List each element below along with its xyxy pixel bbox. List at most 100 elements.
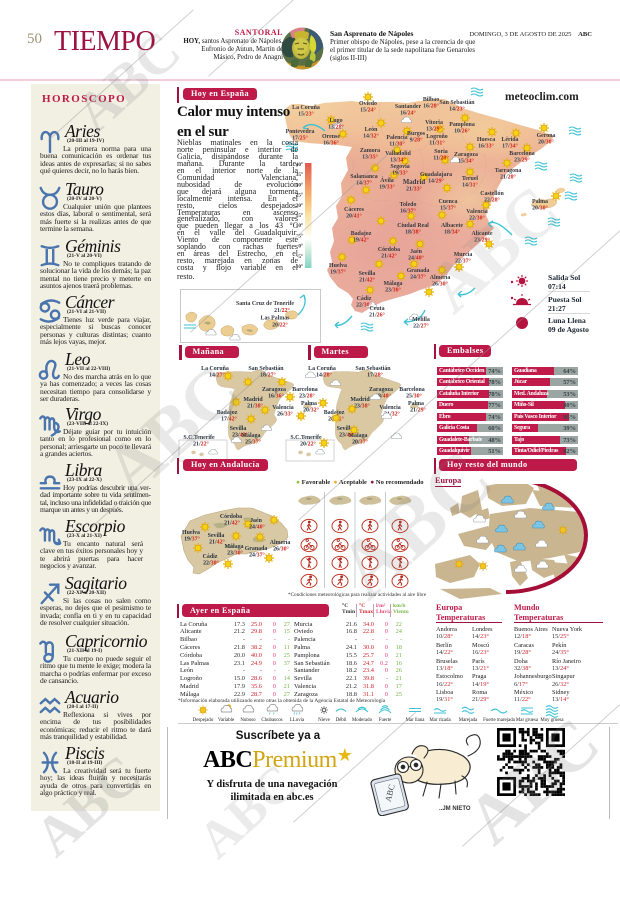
svg-text:Gerona: Gerona bbox=[537, 133, 556, 139]
svg-text:Granada: Granada bbox=[407, 268, 430, 274]
svg-text:Teruel: Teruel bbox=[462, 176, 479, 182]
svg-text:Fuerte: Fuerte bbox=[379, 718, 392, 723]
svg-text:Sevilla: Sevilla bbox=[229, 426, 246, 432]
svg-text:Zaragoza: Zaragoza bbox=[369, 387, 393, 393]
svg-text:Jaén: Jaén bbox=[250, 518, 263, 524]
svg-text:17/34°: 17/34° bbox=[502, 142, 518, 149]
svg-text:Almería: Almería bbox=[270, 540, 291, 546]
svg-text:11/30°: 11/30° bbox=[389, 140, 405, 147]
svg-text:Murcia: Murcia bbox=[454, 252, 473, 258]
svg-text:Bilbao: Bilbao bbox=[423, 97, 439, 103]
svg-text:0°: 0° bbox=[298, 243, 303, 250]
svg-text:Puesta Sol: Puesta Sol bbox=[548, 295, 582, 304]
svg-text:22/37°: 22/37° bbox=[455, 257, 471, 264]
svg-text:14/29°: 14/29° bbox=[428, 177, 444, 184]
svg-text:Mar gruesa: Mar gruesa bbox=[516, 718, 539, 723]
svg-text:Barcelona: Barcelona bbox=[292, 387, 317, 393]
svg-text:Segovia: Segovia bbox=[390, 164, 409, 170]
svg-text:Madrid: Madrid bbox=[403, 179, 425, 186]
svg-text:15/37°: 15/37° bbox=[440, 204, 456, 211]
svg-text:17/42°: 17/42° bbox=[221, 416, 237, 423]
svg-text:17/25°: 17/25° bbox=[292, 134, 308, 141]
svg-text:Melilla: Melilla bbox=[412, 317, 430, 323]
svg-text:21/42°: 21/42° bbox=[359, 276, 375, 283]
svg-text:20/22°: 20/22° bbox=[272, 322, 288, 329]
svg-text:21/42°: 21/42° bbox=[224, 520, 240, 527]
svg-text:20°: 20° bbox=[296, 202, 303, 209]
svg-text:22/28°: 22/28° bbox=[484, 196, 500, 203]
svg-text:Alicante: Alicante bbox=[472, 231, 493, 237]
svg-text:10/26°: 10/26° bbox=[454, 127, 470, 134]
svg-text:Cádiz: Cádiz bbox=[357, 296, 372, 302]
svg-text:20/41°: 20/41° bbox=[346, 212, 362, 219]
svg-text:Santander: Santander bbox=[395, 104, 422, 110]
svg-text:Huelva: Huelva bbox=[182, 530, 200, 536]
svg-text:15/24°: 15/24° bbox=[360, 106, 376, 113]
svg-text:22/30°: 22/30° bbox=[356, 301, 372, 308]
svg-text:Ávila: Ávila bbox=[380, 176, 393, 184]
svg-text:10°: 10° bbox=[296, 222, 303, 229]
svg-text:16/28°: 16/28° bbox=[423, 102, 439, 109]
svg-text:19/42°: 19/42° bbox=[353, 236, 369, 243]
svg-text:5°: 5° bbox=[298, 232, 303, 239]
svg-text:La Coruña: La Coruña bbox=[201, 366, 229, 372]
svg-text:25°: 25° bbox=[296, 192, 303, 199]
svg-text:15°: 15° bbox=[296, 212, 303, 219]
svg-text:21/26°: 21/26° bbox=[369, 311, 385, 318]
svg-text:Valladolid: Valladolid bbox=[385, 151, 411, 157]
svg-text:Palma: Palma bbox=[532, 199, 548, 205]
svg-text:20/32°: 20/32° bbox=[303, 407, 319, 414]
svg-text:19/37°: 19/37° bbox=[330, 268, 346, 275]
svg-text:Santa Cruz de Tenerife: Santa Cruz de Tenerife bbox=[236, 301, 294, 307]
svg-text:Sevilla: Sevilla bbox=[359, 271, 376, 277]
svg-text:16/36°: 16/36° bbox=[268, 393, 284, 400]
svg-text:Huelva: Huelva bbox=[329, 263, 347, 269]
svg-text:Madrid: Madrid bbox=[350, 397, 370, 403]
svg-text:23/43°: 23/43° bbox=[339, 432, 355, 439]
svg-text:21/22°: 21/22° bbox=[193, 441, 209, 448]
svg-text:Córdoba: Córdoba bbox=[220, 514, 242, 520]
svg-text:09 de Agosto: 09 de Agosto bbox=[548, 325, 589, 334]
svg-text:Castellón: Castellón bbox=[480, 191, 504, 197]
svg-text:11/31°: 11/31° bbox=[429, 139, 445, 146]
svg-text:Lérida: Lérida bbox=[501, 137, 518, 143]
svg-text:21/29°: 21/29° bbox=[410, 407, 426, 414]
svg-text:14/28°: 14/28° bbox=[316, 372, 332, 379]
svg-text:Sevilla: Sevilla bbox=[208, 533, 225, 539]
svg-text:Luna Llena: Luna Llena bbox=[548, 316, 586, 325]
svg-text:Badajoz: Badajoz bbox=[351, 231, 372, 237]
svg-text:13/35°: 13/35° bbox=[362, 153, 378, 160]
svg-text:Burgos: Burgos bbox=[407, 131, 426, 137]
svg-text:Zaragoza: Zaragoza bbox=[454, 152, 478, 158]
svg-text:Chubascos: Chubascos bbox=[261, 718, 282, 723]
svg-text:23/38°: 23/38° bbox=[354, 403, 370, 410]
svg-text:14/32°: 14/32° bbox=[363, 132, 379, 139]
svg-text:11/28°: 11/28° bbox=[433, 154, 449, 161]
svg-text:15/34°: 15/34° bbox=[458, 157, 474, 164]
svg-text:San Sebastián: San Sebastián bbox=[355, 366, 391, 372]
svg-text:Ciudad Real: Ciudad Real bbox=[397, 223, 429, 229]
svg-text:21/42°: 21/42° bbox=[209, 539, 225, 546]
svg-text:Salamanca: Salamanca bbox=[350, 174, 378, 180]
svg-text:16/24°: 16/24° bbox=[400, 109, 416, 116]
svg-text:Málaga: Málaga bbox=[384, 281, 403, 287]
svg-text:S.C.Tenerife: S.C.Tenerife bbox=[290, 435, 322, 441]
svg-text:18/34°: 18/34° bbox=[444, 228, 460, 235]
svg-text:18/38°: 18/38° bbox=[405, 228, 421, 235]
svg-text:Marejada: Marejada bbox=[459, 718, 478, 723]
svg-text:Málaga: Málaga bbox=[241, 433, 260, 439]
svg-text:Zamora: Zamora bbox=[360, 148, 380, 154]
svg-text:24/40°: 24/40° bbox=[249, 524, 265, 531]
svg-text:25/37°: 25/37° bbox=[245, 439, 261, 446]
svg-text:22/30°: 22/30° bbox=[469, 214, 485, 221]
svg-text:14/27°: 14/27° bbox=[209, 372, 225, 379]
svg-text:19/33°: 19/33° bbox=[392, 169, 408, 176]
svg-text:León: León bbox=[365, 127, 378, 133]
svg-text:Málaga: Málaga bbox=[348, 433, 367, 439]
svg-text:24/37°: 24/37° bbox=[410, 273, 426, 280]
svg-text:9/28°: 9/28° bbox=[410, 136, 423, 143]
svg-text:21/33°: 21/33° bbox=[406, 185, 422, 192]
svg-text:Almería: Almería bbox=[430, 275, 451, 281]
svg-text:Tarragona: Tarragona bbox=[495, 168, 522, 174]
svg-text:Fuerte marejada: Fuerte marejada bbox=[483, 718, 515, 723]
